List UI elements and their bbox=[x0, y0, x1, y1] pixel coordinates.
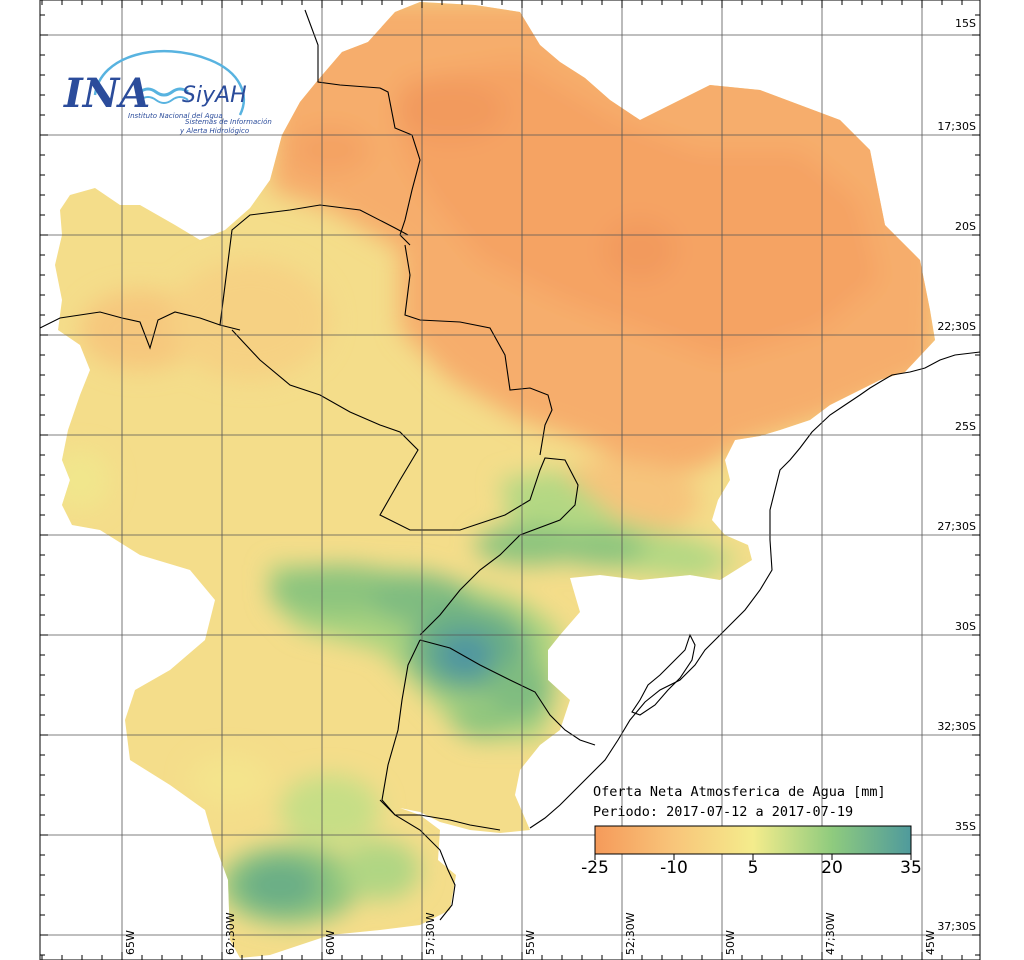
border-paraguay-north bbox=[219, 204, 409, 326]
lat-label: 17;30S bbox=[937, 120, 976, 133]
lon-label: 62;30W bbox=[224, 912, 237, 955]
lat-label: 30S bbox=[955, 620, 976, 633]
lat-label: 27;30S bbox=[937, 520, 976, 533]
legend-tick: 5 bbox=[748, 858, 759, 878]
border-brazil-uruguay bbox=[419, 639, 596, 746]
legend-tick: -25 bbox=[581, 858, 609, 878]
coastline-rioplata bbox=[379, 799, 456, 921]
lon-label: 52;30W bbox=[624, 912, 637, 955]
lat-label: 15S bbox=[955, 17, 976, 30]
graticule bbox=[40, 0, 980, 960]
border-argentina-uruguay bbox=[381, 639, 501, 831]
lat-label: 35S bbox=[955, 820, 976, 833]
lat-label: 25S bbox=[955, 420, 976, 433]
lat-label: 20S bbox=[955, 220, 976, 233]
legend-tick: 20 bbox=[821, 858, 843, 878]
lon-label: 65W bbox=[124, 930, 137, 955]
lon-label: 55W bbox=[524, 930, 537, 955]
lon-label: 57;30W bbox=[424, 912, 437, 955]
lat-label: 22;30S bbox=[937, 320, 976, 333]
legend-period: Periodo: 2017-07-12 a 2017-07-19 bbox=[593, 804, 853, 820]
lat-label: 37;30S bbox=[937, 920, 976, 933]
lon-label: 50W bbox=[724, 930, 737, 955]
map-frame bbox=[39, 0, 981, 960]
lon-labels: 65W 62;30W 60W 57;30W 55W 52;30W 50W 47;… bbox=[124, 912, 937, 955]
coastline-brazil bbox=[529, 351, 981, 829]
borders bbox=[39, 9, 981, 921]
border-argentina-paraguay bbox=[231, 329, 579, 636]
svg-text:SiyAH: SiyAH bbox=[182, 83, 247, 108]
coastline-lagoon bbox=[631, 633, 696, 716]
svg-text:Instituto Nacional del Agua: Instituto Nacional del Agua bbox=[128, 112, 223, 120]
legend: Oferta Neta Atmosferica de Agua [mm] Per… bbox=[581, 784, 922, 878]
border-bolivia-brazil-north bbox=[304, 9, 421, 246]
svg-text:INA: INA bbox=[63, 70, 150, 117]
lon-label: 60W bbox=[324, 930, 337, 955]
logo-wave-icon bbox=[139, 96, 189, 104]
legend-tick: -10 bbox=[660, 858, 688, 878]
border-paraguay-brazil bbox=[404, 244, 553, 456]
lat-label: 32;30S bbox=[937, 720, 976, 733]
ina-logo: INA SiyAH Instituto Nacional del Agua Si… bbox=[63, 49, 272, 135]
logo-wave-icon bbox=[139, 87, 189, 97]
lon-label: 45W bbox=[924, 930, 937, 955]
lon-label: 47;30W bbox=[824, 912, 837, 955]
legend-tick: 35 bbox=[900, 858, 922, 878]
legend-title: Oferta Neta Atmosferica de Agua [mm] bbox=[593, 784, 886, 800]
lat-labels: 15S 17;30S 20S 22;30S 25S 27;30S 30S 32;… bbox=[937, 17, 976, 933]
logo-swoosh-icon bbox=[93, 49, 245, 116]
legend-colorbar bbox=[594, 825, 912, 855]
svg-text:Sistemas de Información: Sistemas de Información bbox=[185, 118, 272, 126]
svg-text:y Alerta Hidrológico: y Alerta Hidrológico bbox=[179, 127, 249, 135]
